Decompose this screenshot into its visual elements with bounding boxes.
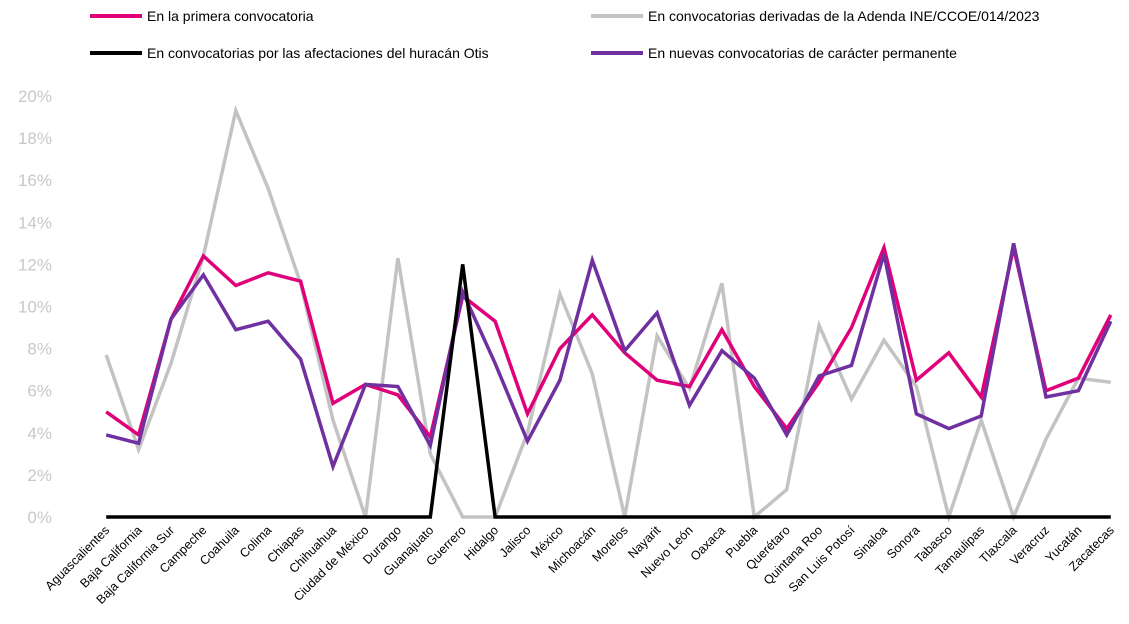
- y-tick-label: 12%: [18, 255, 52, 274]
- series-line-1: [104, 104, 1112, 524]
- y-tick-label: 10%: [18, 298, 52, 317]
- y-tick-label: 4%: [27, 424, 52, 443]
- x-tick-label: Jalisco: [497, 523, 534, 560]
- x-tick-label: Oaxaca: [688, 523, 728, 563]
- legend-item-otis: En convocatorias por las afectaciones de…: [90, 45, 489, 61]
- y-tick-label: 14%: [18, 213, 52, 232]
- y-tick-label: 18%: [18, 129, 52, 148]
- y-tick-label: 16%: [18, 171, 52, 190]
- series-line-0: [105, 241, 1113, 442]
- x-tick-label: Morelos: [589, 523, 630, 564]
- y-tick-label: 6%: [27, 382, 52, 401]
- legend-label-otis: En convocatorias por las afectaciones de…: [147, 45, 489, 61]
- legend-label-primera: En la primera convocatoria: [147, 8, 314, 24]
- legend-item-permanente: En nuevas convocatorias de carácter perm…: [591, 45, 957, 61]
- y-tick-label: 8%: [27, 340, 52, 359]
- series-layer: [104, 104, 1113, 524]
- legend-item-adenda: En convocatorias derivadas de la Adenda …: [591, 8, 1040, 24]
- y-tick-label: 20%: [18, 87, 52, 106]
- y-axis: 0% 2% 4% 6% 8% 10% 12% 14% 16% 18% 20%: [18, 87, 52, 527]
- legend: En la primera convocatoria En convocator…: [90, 8, 1040, 61]
- series-line-3: [105, 242, 1113, 472]
- x-tick-label: Sinaloa: [851, 523, 890, 562]
- series-line-2: [106, 264, 1111, 519]
- y-tick-label: 2%: [27, 466, 52, 485]
- legend-label-permanente: En nuevas convocatorias de carácter perm…: [648, 45, 957, 61]
- x-tick-label: Hidalgo: [461, 523, 501, 563]
- legend-label-adenda: En convocatorias derivadas de la Adenda …: [648, 8, 1040, 24]
- legend-item-primera: En la primera convocatoria: [90, 8, 314, 24]
- y-tick-label: 0%: [27, 508, 52, 527]
